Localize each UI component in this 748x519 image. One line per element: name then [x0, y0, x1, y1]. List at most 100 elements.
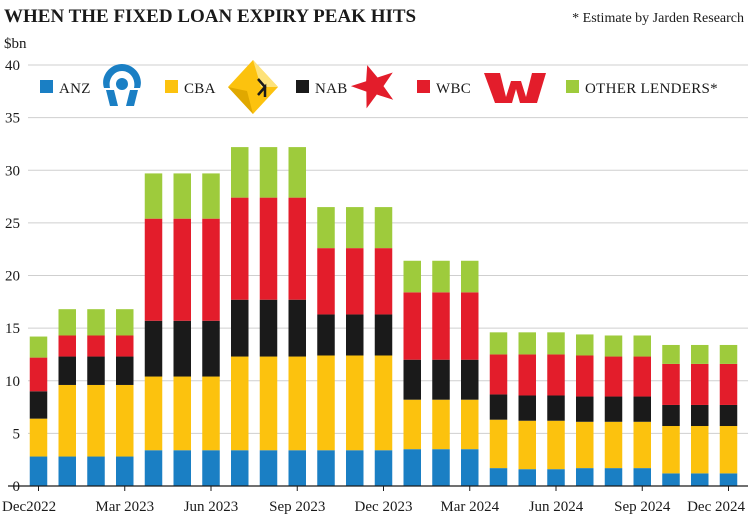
- bar-segment-other-lenders: [144, 173, 163, 219]
- bar-segment-cba: [58, 384, 76, 457]
- bar-segment-wbc: [662, 363, 680, 405]
- bar-segment-cba: [202, 376, 220, 451]
- bar-segment-other-lenders: [346, 207, 364, 249]
- bar-segment-anz: [317, 450, 335, 486]
- y-tick-label: 5: [13, 426, 21, 442]
- x-tick-label: Sep 2023: [269, 499, 325, 515]
- bar-segment-other-lenders: [604, 335, 623, 357]
- bar-segment-wbc: [633, 356, 651, 397]
- x-tick-label: Jun 2023: [184, 499, 239, 515]
- bar-segment-other-lenders: [489, 332, 508, 355]
- bar-segment-cba: [346, 355, 364, 451]
- x-axis-ticks: Dec2022 Mar 2023 Jun 2023 Sep 2023 Dec 2023 M…: [2, 486, 745, 515]
- bar-segment-other-lenders: [518, 332, 536, 355]
- y-axis-tick-labels: 0 5 10 15 20 25 30 35 40: [5, 58, 20, 495]
- nab-star-icon: [350, 65, 394, 109]
- y-tick-label: 0: [13, 479, 21, 495]
- bar-segment-wbc: [604, 356, 623, 397]
- bar-segment-anz: [719, 473, 738, 486]
- legend-swatch-other-lenders: [566, 80, 579, 93]
- legend-swatch-anz: [40, 80, 53, 93]
- bars: [29, 147, 738, 486]
- x-tick-label: Dec2022: [2, 499, 56, 515]
- y-axis-unit-label: $bn: [4, 36, 27, 52]
- bar-segment-wbc: [231, 197, 249, 300]
- bar-segment-other-lenders: [259, 147, 278, 198]
- bar-segment-nab: [604, 396, 623, 422]
- bar-segment-cba: [231, 356, 249, 451]
- bar-segment-anz: [604, 468, 623, 486]
- cba-logo-icon: [228, 60, 278, 114]
- bar-segment-other-lenders: [173, 173, 191, 219]
- legend-label-anz: ANZ: [59, 81, 91, 97]
- bar-segment-nab: [547, 395, 565, 421]
- bar-segment-nab: [374, 314, 393, 356]
- bar-segment-anz: [633, 468, 651, 486]
- westpac-w-icon: [484, 73, 546, 103]
- bar-segment-cba: [374, 355, 393, 451]
- bar-segment-cba: [317, 355, 335, 451]
- bar-segment-anz: [518, 469, 536, 486]
- bar-segment-wbc: [374, 248, 393, 315]
- bar-segment-nab: [719, 404, 738, 427]
- bar-segment-cba: [604, 421, 623, 469]
- bar-segment-cba: [547, 420, 565, 470]
- bar-segment-wbc: [29, 357, 48, 392]
- bar-segment-cba: [173, 376, 191, 451]
- bar-segment-anz: [144, 450, 163, 486]
- bar-segment-other-lenders: [633, 335, 651, 357]
- bar-segment-nab: [259, 299, 278, 357]
- bar-segment-other-lenders: [29, 336, 48, 358]
- bar-segment-nab: [116, 356, 134, 385]
- y-tick-label: 40: [5, 58, 20, 74]
- bar-segment-anz: [547, 469, 565, 486]
- bar-segment-cba: [403, 399, 421, 450]
- x-tick-label: Jun 2024: [529, 499, 584, 515]
- bar-segment-anz: [374, 450, 393, 486]
- bar-segment-nab: [29, 391, 48, 419]
- y-tick-label: 15: [5, 321, 20, 337]
- bar-segment-wbc: [144, 218, 163, 321]
- legend-swatch-cba: [165, 80, 178, 93]
- bar-segment-wbc: [87, 335, 105, 357]
- legend-swatch-wbc: [417, 80, 430, 93]
- bar-segment-nab: [576, 396, 594, 422]
- bar-segment-anz: [116, 456, 134, 486]
- legend-label-other-lenders: OTHER LENDERS*: [585, 81, 718, 97]
- bar-segment-nab: [173, 320, 191, 377]
- bar-segment-cba: [576, 421, 594, 469]
- bar-segment-other-lenders: [432, 260, 450, 293]
- source-note: * Estimate by Jarden Research: [572, 11, 744, 26]
- x-tick-label: Mar 2023: [95, 499, 154, 515]
- bar-segment-anz: [691, 473, 709, 486]
- x-tick-label: Dec 2024: [687, 499, 745, 515]
- bar-segment-wbc: [461, 292, 479, 360]
- bar-segment-cba: [288, 356, 306, 451]
- bar-segment-other-lenders: [58, 309, 76, 336]
- bar-segment-nab: [691, 404, 709, 427]
- bar-segment-other-lenders: [288, 147, 306, 198]
- bar-segment-cba: [719, 426, 738, 474]
- bar-segment-wbc: [547, 354, 565, 396]
- bar-segment-anz: [403, 449, 421, 486]
- bar-segment-other-lenders: [719, 344, 738, 364]
- y-tick-label: 35: [5, 111, 20, 127]
- anz-logo-icon: [103, 64, 141, 106]
- bar-segment-anz: [288, 450, 306, 486]
- bar-segment-cba: [461, 399, 479, 450]
- bar-segment-nab: [87, 356, 105, 385]
- bar-segment-anz: [29, 456, 48, 486]
- bar-segment-anz: [662, 473, 680, 486]
- legend-label-wbc: WBC: [436, 81, 471, 97]
- bar-segment-other-lenders: [374, 207, 393, 249]
- bar-segment-other-lenders: [547, 332, 565, 355]
- bar-segment-other-lenders: [231, 147, 249, 198]
- bar-segment-anz: [202, 450, 220, 486]
- bar-segment-other-lenders: [202, 173, 220, 219]
- x-tick-label: Sep 2024: [614, 499, 671, 515]
- bar-segment-cba: [259, 356, 278, 451]
- bar-segment-nab: [58, 356, 76, 385]
- bar-segment-other-lenders: [317, 207, 335, 249]
- bar-segment-anz: [432, 449, 450, 486]
